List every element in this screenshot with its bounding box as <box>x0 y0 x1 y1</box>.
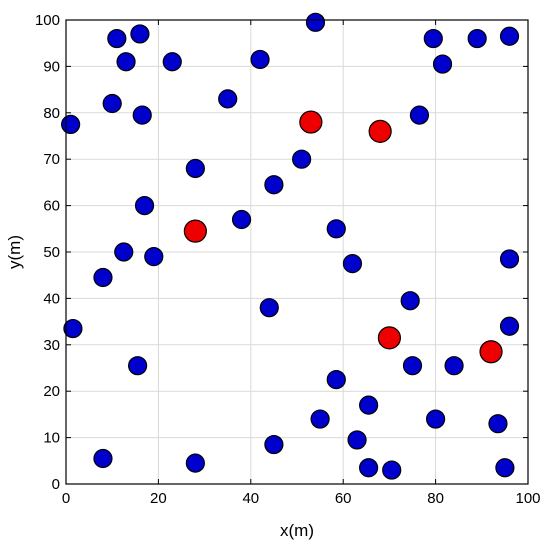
blue-point <box>400 291 420 311</box>
data-points <box>61 12 520 480</box>
blue-point <box>326 370 346 390</box>
blue-point <box>185 158 205 179</box>
blue-point <box>292 149 312 169</box>
blue-point <box>93 267 113 288</box>
blue-point <box>499 316 520 336</box>
x-tick-label: 40 <box>242 490 259 507</box>
blue-point <box>305 12 326 32</box>
blue-point <box>488 414 508 434</box>
blue-point <box>250 49 270 70</box>
blue-point <box>116 52 136 72</box>
blue-point <box>130 24 150 44</box>
blue-point <box>134 196 155 216</box>
blue-point <box>495 458 515 478</box>
red-point <box>368 119 392 143</box>
blue-point <box>132 105 152 125</box>
blue-point <box>347 430 367 450</box>
red-point <box>183 219 207 243</box>
blue-point <box>231 209 252 230</box>
blue-point <box>185 453 205 473</box>
blue-point <box>499 26 520 46</box>
blue-point <box>409 105 430 125</box>
blue-point <box>310 409 330 429</box>
x-tick-label: 100 <box>515 490 540 507</box>
y-tick-label: 90 <box>43 58 60 75</box>
y-tick-label: 80 <box>43 105 60 122</box>
x-tick-label: 80 <box>427 490 444 507</box>
blue-point <box>218 89 238 109</box>
blue-point <box>402 356 423 376</box>
y-tick-label: 30 <box>43 337 60 354</box>
y-tick-label: 70 <box>43 151 60 168</box>
blue-point <box>264 175 284 195</box>
x-tick-label: 60 <box>335 490 352 507</box>
blue-point <box>102 93 122 114</box>
y-tick-label: 60 <box>43 198 60 215</box>
blue-point <box>426 409 446 429</box>
blue-point <box>499 249 520 269</box>
blue-point <box>326 219 346 239</box>
y-tick-label: 50 <box>43 244 60 261</box>
y-axis-label: y(m) <box>5 235 24 269</box>
red-point <box>479 340 503 364</box>
y-tick-label: 100 <box>35 12 60 29</box>
red-point <box>377 326 401 350</box>
blue-point <box>259 298 279 318</box>
blue-point <box>467 28 487 49</box>
y-tick-label: 0 <box>52 476 60 493</box>
blue-point <box>128 356 148 376</box>
blue-point <box>114 242 134 262</box>
blue-point <box>264 434 284 455</box>
blue-point <box>359 395 379 415</box>
x-tick-label: 20 <box>150 490 167 507</box>
red-point <box>299 110 323 134</box>
blue-point <box>61 114 81 135</box>
y-tick-label: 20 <box>43 383 60 400</box>
blue-point <box>432 54 453 74</box>
x-tick-label: 0 <box>62 490 70 507</box>
tick-marks <box>65 19 529 485</box>
y-tick-label: 10 <box>43 430 60 447</box>
blue-point <box>93 448 113 469</box>
grid-lines <box>66 20 528 484</box>
blue-point <box>107 28 127 49</box>
blue-point <box>423 28 443 49</box>
blue-point <box>382 460 402 480</box>
blue-point <box>63 318 83 339</box>
blue-point <box>162 52 182 72</box>
blue-point <box>359 458 379 478</box>
blue-point <box>144 247 164 267</box>
blue-point <box>342 254 363 274</box>
tick-labels: 0 20 40 60 80 100 0 10 20 30 40 50 60 70 80 90 100 <box>35 12 541 507</box>
blue-point <box>444 356 464 376</box>
x-axis-label: x(m) <box>280 521 314 540</box>
y-tick-label: 40 <box>43 290 60 307</box>
